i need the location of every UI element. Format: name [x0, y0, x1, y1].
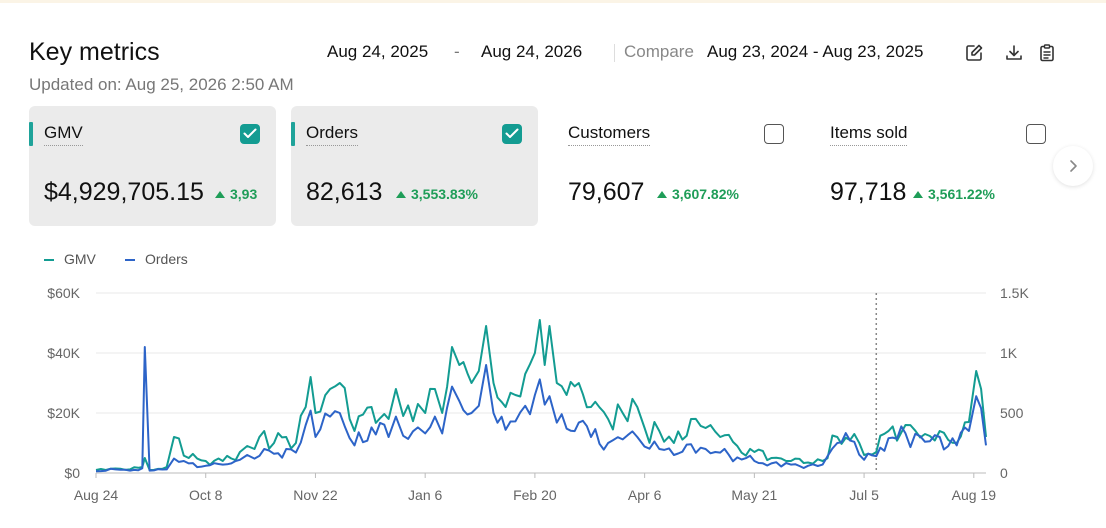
metric-delta-text: 3,561.22%	[928, 186, 995, 202]
metric-label: Orders	[306, 123, 358, 146]
up-triangle-icon	[657, 191, 667, 198]
page-title: Key metrics	[29, 38, 160, 66]
metric-card-customers[interactable]: Customers 79,607 3,607.82%	[553, 106, 800, 226]
y-right-tick-label: 0	[1000, 465, 1008, 481]
legend-item-gmv[interactable]: GMV	[44, 251, 96, 267]
next-cards-button[interactable]	[1053, 146, 1093, 186]
check-icon	[243, 128, 257, 138]
x-tick-label: Aug 24	[74, 487, 119, 503]
compare-range-picker[interactable]: Aug 23, 2024 - Aug 23, 2025	[707, 42, 924, 61]
metric-label: Items sold	[830, 123, 908, 146]
chevron-right-icon	[1070, 160, 1077, 172]
y-right-tick-label: 500	[1000, 405, 1024, 421]
legend-swatch	[125, 259, 135, 262]
metric-delta: 3,93	[215, 186, 257, 202]
up-triangle-icon	[215, 191, 225, 198]
legend-label: GMV	[64, 251, 96, 267]
metric-card-gmv[interactable]: GMV $4,929,705.15 3,93	[29, 106, 276, 226]
date-start-picker[interactable]: Aug 24, 2025	[327, 42, 429, 61]
report-icon[interactable]	[1037, 43, 1057, 63]
metric-delta-text: 3,553.83%	[411, 186, 478, 202]
legend-label: Orders	[145, 251, 188, 267]
top-border	[0, 0, 1106, 3]
updated-timestamp: Updated on: Aug 25, 2026 2:50 AM	[29, 75, 294, 94]
card-accent-bar	[29, 122, 33, 146]
metric-card-orders[interactable]: Orders 82,613 3,553.83%	[291, 106, 538, 226]
metric-delta-text: 3,607.82%	[672, 186, 739, 202]
date-end-picker[interactable]: Aug 24, 2026	[481, 42, 583, 61]
y-left-tick-label: $60K	[47, 285, 80, 301]
download-icon[interactable]	[1004, 43, 1024, 63]
metric-value: $4,929,705.15	[44, 178, 204, 206]
metric-card-items-sold[interactable]: Items sold 97,718 3,561.22%	[815, 106, 1062, 226]
y-left-tick-label: $20K	[47, 405, 80, 421]
legend-item-orders[interactable]: Orders	[125, 251, 188, 267]
metric-label: Customers	[568, 123, 651, 146]
series-line-gmv	[95, 319, 987, 471]
checkbox-checked[interactable]	[240, 124, 260, 144]
metric-label: GMV	[44, 123, 83, 146]
metric-value: 82,613	[306, 178, 383, 206]
y-right-tick-label: 1.5K	[1000, 285, 1029, 301]
checkbox-unchecked[interactable]	[764, 124, 784, 144]
metrics-line-chart: $0 0 $20K 500 $40K 1K $60K 1.5K Aug 24 Oct 8 Nov 2…	[47, 285, 1029, 503]
metric-delta: 3,607.82%	[657, 186, 739, 202]
metric-value: 97,718	[830, 178, 907, 206]
metric-delta: 3,553.83%	[396, 186, 478, 202]
metric-delta: 3,561.22%	[913, 186, 995, 202]
up-triangle-icon	[913, 191, 923, 198]
edit-icon[interactable]	[964, 43, 984, 63]
y-right-tick-label: 1K	[1000, 345, 1018, 361]
x-tick-label: Feb 20	[513, 487, 557, 503]
x-tick-label: Nov 22	[293, 487, 338, 503]
check-icon	[505, 128, 519, 138]
date-range-separator: -	[454, 42, 460, 61]
y-left-tick-label: $40K	[47, 345, 80, 361]
compare-label: Compare	[624, 42, 694, 61]
metric-value: 79,607	[568, 178, 645, 206]
x-tick-label: Oct 8	[189, 487, 223, 503]
series-line-orders	[95, 346, 987, 473]
y-left-tick-label: $0	[64, 465, 80, 481]
legend-swatch	[44, 259, 54, 262]
up-triangle-icon	[396, 191, 406, 198]
x-tick-label: Jan 6	[408, 487, 442, 503]
checkbox-checked[interactable]	[502, 124, 522, 144]
header-divider	[614, 44, 615, 62]
metric-delta-text: 3,93	[230, 186, 258, 202]
x-tick-label: May 21	[731, 487, 777, 503]
checkbox-unchecked[interactable]	[1026, 124, 1046, 144]
card-accent-bar	[291, 122, 295, 146]
x-tick-label: Jul 5	[849, 487, 879, 503]
x-tick-label: Apr 6	[628, 487, 662, 503]
x-tick-label: Aug 19	[952, 487, 997, 503]
